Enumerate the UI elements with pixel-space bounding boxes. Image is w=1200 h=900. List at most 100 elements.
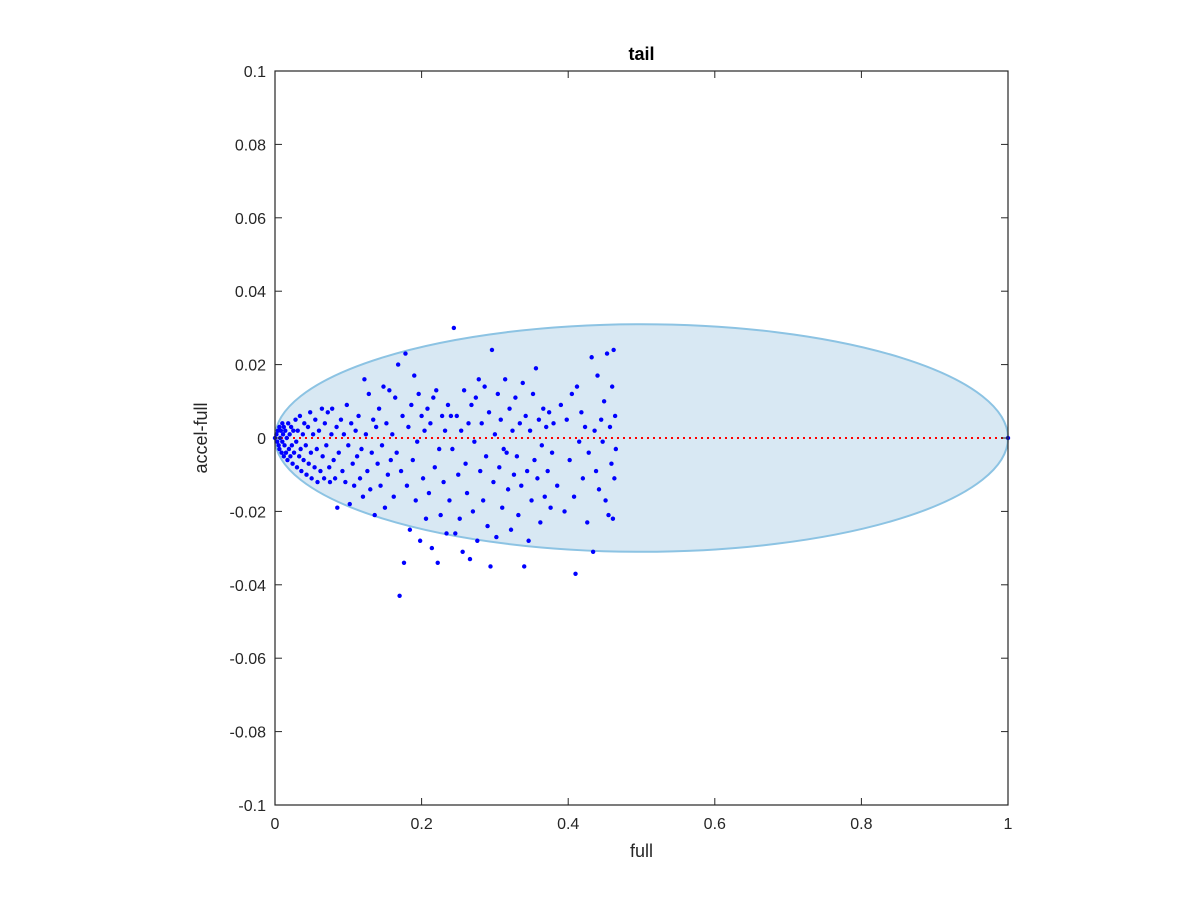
data-point <box>600 439 605 444</box>
data-point <box>472 439 477 444</box>
data-point <box>298 446 303 452</box>
data-point <box>463 461 468 466</box>
data-point <box>513 395 518 400</box>
data-point <box>510 428 515 433</box>
plot-area: 0 0.2 0.4 0.6 0.8 1 -0.1 -0.08 -0.06 -0.04 -0.02 0 0… <box>230 64 1013 833</box>
data-point <box>586 450 591 455</box>
data-point <box>516 512 521 518</box>
data-point <box>321 476 327 481</box>
data-point <box>306 461 311 466</box>
data-point <box>544 424 549 430</box>
data-point <box>562 509 567 514</box>
data-point <box>376 406 382 411</box>
data-point <box>486 410 492 415</box>
data-point <box>415 439 420 444</box>
data-point <box>372 512 377 518</box>
data-point <box>467 556 473 562</box>
data-point <box>378 483 383 488</box>
data-point <box>294 465 300 470</box>
x-tick-label: 0.2 <box>410 816 432 833</box>
data-point <box>593 468 599 474</box>
data-point <box>445 402 451 408</box>
data-point <box>351 483 357 488</box>
data-point <box>360 494 366 499</box>
data-point <box>332 476 338 481</box>
data-point <box>289 443 295 448</box>
data-point <box>558 402 564 408</box>
data-point <box>564 417 569 422</box>
data-point <box>489 347 495 353</box>
data-point <box>539 443 545 448</box>
data-point <box>429 545 435 551</box>
data-point <box>304 472 309 477</box>
data-point <box>417 538 423 543</box>
data-point <box>529 498 534 503</box>
data-point <box>488 564 493 569</box>
data-point <box>576 439 582 444</box>
data-point <box>407 527 413 532</box>
data-point <box>297 413 303 419</box>
data-point <box>283 450 289 455</box>
data-point <box>520 380 525 386</box>
data-point <box>464 490 470 496</box>
data-point <box>325 410 330 415</box>
data-point <box>524 468 530 474</box>
data-point <box>501 446 506 452</box>
data-point <box>428 421 433 426</box>
data-point <box>369 450 374 455</box>
data-point <box>434 388 439 393</box>
data-point <box>555 483 560 488</box>
data-point <box>390 432 395 437</box>
data-point <box>305 424 311 430</box>
data-point <box>401 560 407 565</box>
data-point <box>336 450 341 455</box>
data-point <box>469 402 474 408</box>
data-point <box>589 355 594 360</box>
data-point <box>329 432 334 437</box>
data-point <box>545 468 550 474</box>
data-point <box>284 435 289 441</box>
data-point <box>335 505 340 510</box>
data-point <box>542 494 547 499</box>
data-point <box>291 428 296 433</box>
data-point <box>280 432 286 437</box>
data-point <box>319 406 325 411</box>
data-point <box>582 424 588 430</box>
y-tick-label: 0.06 <box>235 211 266 228</box>
data-point <box>278 428 284 433</box>
y-tick-label: -0.06 <box>230 651 267 668</box>
data-point <box>567 457 572 463</box>
data-point <box>410 457 416 463</box>
data-point <box>494 534 499 540</box>
data-point <box>478 468 483 474</box>
data-point <box>448 413 454 419</box>
data-point <box>314 446 319 452</box>
data-point <box>530 391 536 397</box>
x-tick-label: 0.4 <box>557 816 579 833</box>
data-point <box>318 468 323 474</box>
data-point <box>300 432 306 437</box>
data-point <box>302 421 307 426</box>
data-point <box>373 424 379 430</box>
data-point <box>344 402 350 408</box>
data-point <box>409 402 414 408</box>
data-point <box>519 483 524 488</box>
data-point <box>322 421 328 426</box>
data-point <box>347 501 352 507</box>
data-point <box>541 406 546 411</box>
data-point <box>285 457 290 463</box>
data-point <box>320 454 325 459</box>
data-point <box>313 417 318 422</box>
data-point <box>419 413 424 419</box>
data-point <box>294 439 299 444</box>
data-point <box>391 494 396 499</box>
data-point <box>504 450 509 455</box>
x-tick-label: 1 <box>1004 816 1013 833</box>
data-point <box>536 417 542 422</box>
chart-title: tail <box>628 44 654 64</box>
data-point <box>279 450 284 455</box>
data-point <box>610 516 616 521</box>
data-point <box>466 421 471 426</box>
data-point <box>426 490 432 496</box>
data-point <box>283 428 288 433</box>
